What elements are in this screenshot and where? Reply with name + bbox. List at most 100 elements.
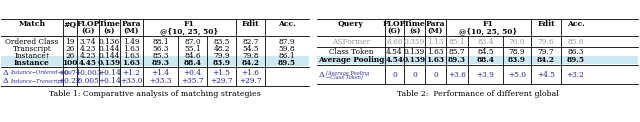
Text: 0.139: 0.139 [404,48,425,56]
Text: (Average Pooling: (Average Pooling [326,71,369,76]
Text: Δ: Δ [3,77,9,85]
Text: Acc.: Acc. [278,20,296,28]
Text: +1.5: +1.5 [212,69,230,77]
Text: Acc.: Acc. [566,20,584,28]
Text: 55.1: 55.1 [184,45,201,53]
Text: 89.5: 89.5 [278,59,296,67]
Text: Class Token: Class Token [329,48,373,56]
Text: 88.4: 88.4 [184,59,202,67]
Text: Para: Para [426,20,445,28]
Text: 3.74: 3.74 [80,38,96,46]
Text: (G): (G) [388,27,401,35]
Text: 79.7: 79.7 [538,48,554,56]
Text: 83.9: 83.9 [508,56,526,64]
Text: 1.63: 1.63 [124,52,140,60]
Text: 1.63: 1.63 [426,56,445,64]
Text: Table 1: Comparative analysis of matching strategies: Table 1: Comparative analysis of matchin… [49,90,261,98]
Text: Instance−Transcript: Instance−Transcript [10,78,63,83]
Text: 89.3: 89.3 [448,56,466,64]
Text: (M): (M) [124,27,140,35]
Text: 54.5: 54.5 [242,45,259,53]
Text: F1: F1 [184,20,195,28]
Text: Instance: Instance [14,59,50,67]
Text: 79.9: 79.9 [213,52,230,60]
Text: ASFormer: ASFormer [332,38,370,46]
Text: 56.3: 56.3 [152,45,169,53]
Text: Ordered Class: Ordered Class [5,38,59,46]
Text: 26: 26 [65,45,75,53]
Text: +33.3: +33.3 [149,77,172,85]
Text: 1.13: 1.13 [428,38,444,46]
Text: +0.14: +0.14 [98,69,121,77]
Text: 6.66: 6.66 [386,38,403,46]
Text: 83.4: 83.4 [477,38,493,46]
Text: 79.8: 79.8 [242,52,259,60]
Text: Time: Time [404,20,426,28]
Text: (s): (s) [104,27,115,35]
Text: +3.9: +3.9 [477,71,495,79]
Text: Instance†: Instance† [14,52,50,60]
Text: 0: 0 [433,71,438,79]
Text: 89.3: 89.3 [152,59,170,67]
Text: +0.14: +0.14 [98,77,121,85]
Text: F1: F1 [483,20,494,28]
Text: +0.4: +0.4 [184,69,202,77]
Text: +0.003: +0.003 [74,69,102,77]
Text: 1.49: 1.49 [123,38,140,46]
Text: 88.1: 88.1 [152,38,169,46]
Text: 0.139: 0.139 [403,56,426,64]
Text: 0: 0 [392,71,397,79]
Text: 86.3: 86.3 [567,48,584,56]
Text: @{10, 25, 50}: @{10, 25, 50} [161,27,219,35]
Text: 87.9: 87.9 [278,38,295,46]
Text: +1.2: +1.2 [123,69,140,77]
Text: +1.6: +1.6 [241,69,259,77]
Text: 19: 19 [65,38,75,46]
Text: 79.6: 79.6 [538,38,554,46]
Text: 4.45: 4.45 [79,59,97,67]
Text: +33.0: +33.0 [120,77,143,85]
Text: 89.5: 89.5 [566,56,584,64]
Text: +3.2: +3.2 [566,71,584,79]
Text: Average Pooling: Average Pooling [318,56,384,64]
Text: 84.2: 84.2 [241,59,259,67]
Text: 86.1: 86.1 [278,52,295,60]
Text: 83.5: 83.5 [213,38,230,46]
Text: Δ: Δ [319,71,324,79]
Text: 1.63: 1.63 [428,48,444,56]
Text: Instance−Ordered-class: Instance−Ordered-class [10,71,72,76]
Text: (M): (M) [428,27,444,35]
Text: 4.54: 4.54 [385,56,403,64]
Bar [317,56,638,64]
Text: Edit: Edit [537,20,555,28]
Text: -0.005: -0.005 [76,77,100,85]
Text: +4.5: +4.5 [537,71,555,79]
Text: 85.6: 85.6 [567,38,584,46]
Text: 85.7: 85.7 [449,48,465,56]
Text: 76.0: 76.0 [509,38,525,46]
Text: 0: 0 [412,71,417,79]
Text: +29.7: +29.7 [239,77,262,85]
Text: 100: 100 [62,59,77,67]
Text: 88.4: 88.4 [477,56,495,64]
Text: 0.359: 0.359 [404,38,425,46]
Text: 4.23: 4.23 [80,45,96,53]
Text: Edit: Edit [242,20,259,28]
Text: 4.23: 4.23 [80,52,96,60]
Text: +29.7: +29.7 [210,77,233,85]
Text: +5.0: +5.0 [508,71,526,79]
Text: −Class Token): −Class Token) [326,75,363,80]
Text: 0.144: 0.144 [99,52,120,60]
Text: 85.3: 85.3 [152,52,169,60]
Text: 0.144: 0.144 [99,45,120,53]
Text: Para: Para [122,20,141,28]
Text: 4.54: 4.54 [386,48,403,56]
Text: FLOP: FLOP [76,20,100,28]
Text: Query: Query [338,20,364,28]
Text: 48.2: 48.2 [213,45,230,53]
Text: (s): (s) [409,27,420,35]
Text: 82.7: 82.7 [243,38,259,46]
Text: +35.7: +35.7 [181,77,204,85]
Text: Table 2:  Performance of different global: Table 2: Performance of different global [397,90,558,98]
Text: 1.63: 1.63 [122,59,141,67]
